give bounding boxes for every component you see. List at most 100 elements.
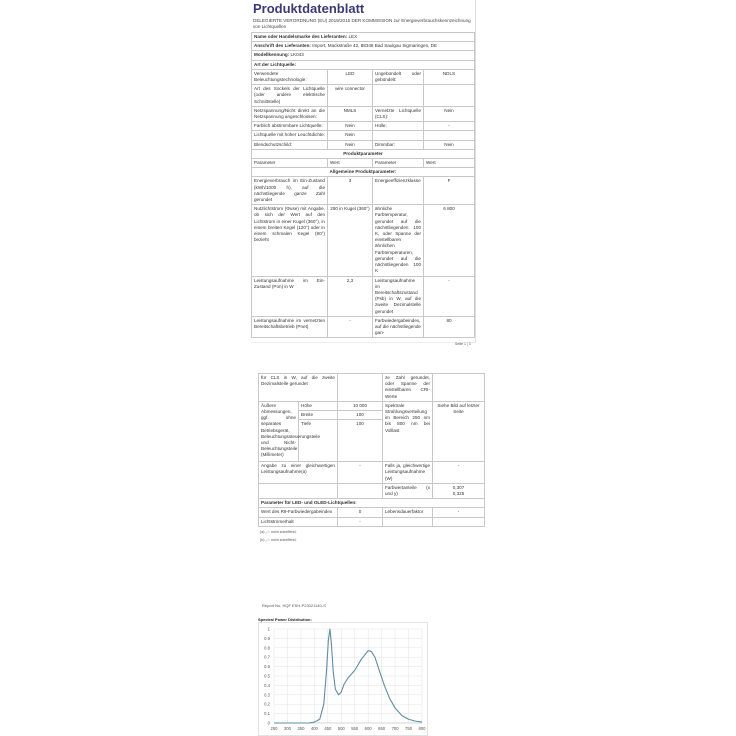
cell: 0,307 0,325 bbox=[432, 482, 485, 500]
cell: Wert des R9-Farbwiedergabeindex bbox=[258, 507, 338, 518]
product-table-continued: für CLS in W, auf die zweite Dezimalstel… bbox=[258, 373, 485, 527]
cell bbox=[382, 516, 433, 527]
column-header: Wert bbox=[327, 158, 373, 169]
column-header: Parameter bbox=[372, 158, 424, 169]
cell: ze Zahl gerundet, oder Spanne der einste… bbox=[382, 373, 433, 402]
cell: F bbox=[423, 176, 475, 206]
cell: NDLS bbox=[423, 68, 475, 86]
cell: Siehe Bild auf letzter Seite bbox=[432, 400, 485, 463]
cell: Breite bbox=[298, 410, 338, 421]
column-header: Parameter bbox=[251, 158, 328, 169]
y-tick-label: 0.4 bbox=[264, 683, 270, 688]
cell: Äußere Abmessungen, ggf. ohne separates … bbox=[258, 400, 320, 463]
cell: Spektrale Strahlungsverteilung im Bereic… bbox=[382, 400, 433, 463]
header-row: Parameter Wert Parameter Wert bbox=[251, 158, 475, 169]
footnote: (a) „-“: nicht zutreffend; bbox=[260, 529, 297, 534]
table-row: Farbwertanteile (x und y) 0,307 0,325 bbox=[258, 482, 485, 500]
y-tick-label: 0.3 bbox=[264, 692, 270, 697]
y-tick-label: 0.9 bbox=[264, 636, 270, 641]
table-row: Farblich abstimmbare Lichtquelle: Nein Hül… bbox=[251, 121, 475, 132]
cell: Dimmbar: bbox=[372, 139, 424, 150]
page-2: für CLS in W, auf die zweite Dezimalstel… bbox=[258, 373, 485, 548]
cell bbox=[258, 482, 338, 500]
cell: 0 bbox=[337, 507, 383, 518]
page-title: Produktdatenblatt bbox=[253, 1, 365, 16]
cell: ähnliche Farbtemperatur, gerundet auf di… bbox=[372, 204, 424, 277]
cell: Tiefe bbox=[298, 419, 338, 463]
cell: Vernetzte Lichtquelle (CLS): bbox=[372, 105, 424, 123]
supplier-value: LEX bbox=[348, 34, 358, 39]
cell: 3 bbox=[327, 176, 373, 206]
cell: NMLS bbox=[327, 105, 373, 123]
table-row: Verwendete Beleuchtungstechnologie: LED Un… bbox=[251, 68, 475, 86]
cell: Leistungsaufnahme im Ein-Zustand (Pon) i… bbox=[251, 275, 328, 317]
cell: Farbwertanteile (x und y) bbox=[382, 482, 433, 500]
cell: Art des Sockels der Lichtquelle (oder an… bbox=[251, 84, 328, 107]
spectrum-line bbox=[274, 628, 423, 724]
table-row: Angabe zu einer gleichwertigen Leistungs… bbox=[258, 461, 485, 484]
cell: Leistungsaufnahme im vernetzten Bereitsc… bbox=[251, 315, 328, 339]
cell: Nein bbox=[423, 105, 475, 123]
table-row: für CLS in W, auf die zweite Dezimalstel… bbox=[258, 373, 485, 402]
cell bbox=[423, 84, 475, 107]
x-tick-label: 650 bbox=[378, 726, 386, 731]
cell: Lichtstromerhalt bbox=[258, 516, 338, 527]
y-tick-label: 0.6 bbox=[264, 664, 270, 669]
x-tick-label: 250 bbox=[271, 726, 279, 731]
cell bbox=[372, 130, 424, 141]
cell: LED bbox=[327, 68, 373, 86]
x-tick-label: 450 bbox=[324, 726, 332, 731]
cell bbox=[423, 130, 475, 141]
cell: Ungebündelt oder gebündelt: bbox=[372, 68, 424, 86]
cell: - bbox=[337, 461, 383, 484]
cell: - bbox=[423, 275, 475, 317]
table-row: Leistungsaufnahme im Ein-Zustand (Pon) i… bbox=[251, 275, 475, 317]
cell: wire connector bbox=[327, 84, 373, 107]
model-value: LK043 bbox=[290, 52, 304, 58]
table-row: Blendschutzschild: Nein Dimmbar: Nein bbox=[251, 139, 475, 150]
x-tick-label: 600 bbox=[365, 726, 373, 731]
led-params-heading: Parameter für LED- und OLED-Lichtquellen… bbox=[258, 498, 485, 509]
column-header: Wert bbox=[423, 158, 475, 169]
footnote: (b) „-“: nicht zutreffend; bbox=[260, 537, 297, 542]
cell: Nein bbox=[327, 139, 373, 150]
spectral-chart: 0 0.1 0.2 0.3 0.4 0.5 0.6 0.7 0.8 0.9 1 250 300 350 40… bbox=[258, 622, 428, 736]
table-row: Leistungsaufnahme im vernetzten Bereitsc… bbox=[251, 315, 475, 339]
cell: Angabe zu einer gleichwertigen Leistungs… bbox=[258, 461, 338, 484]
y-tick-label: 0.5 bbox=[264, 674, 270, 679]
x-tick-label: 750 bbox=[405, 726, 413, 731]
cell: - bbox=[423, 121, 475, 132]
report-number: Report No. HQF ESH-P23021140-S bbox=[262, 603, 326, 608]
general-params-heading: Allgemeine Produktparameter: bbox=[251, 167, 475, 178]
x-tick-label: 800 bbox=[419, 726, 427, 731]
cell: Farblich abstimmbare Lichtquelle: bbox=[251, 121, 328, 132]
cell: - bbox=[337, 516, 383, 527]
product-table: Name oder Handelsmarke des Lieferanten: … bbox=[251, 31, 475, 339]
cell: Nein bbox=[423, 139, 475, 150]
y-tick-label: 0.1 bbox=[264, 711, 270, 716]
x-tick-label: 700 bbox=[392, 726, 400, 731]
cell: 80 bbox=[423, 315, 475, 339]
cell: Blendschutzschild: bbox=[251, 139, 328, 150]
address-label: Anschrift des Lieferanten: bbox=[254, 43, 311, 49]
page-1: Produktdatenblatt DELEGIERTE VERORDNUNG … bbox=[251, 0, 476, 343]
y-tick-label: 0.2 bbox=[264, 702, 270, 707]
table-row: Nutzlichtstrom (Φuse) mit Angabe, ob sic… bbox=[251, 204, 475, 277]
cell: - bbox=[432, 461, 485, 484]
cell: 10 000 bbox=[337, 400, 383, 412]
x-tick-label: 550 bbox=[351, 726, 359, 731]
chart-frame bbox=[258, 622, 428, 736]
table-row: Lichtstromerhalt - bbox=[258, 516, 485, 527]
cell bbox=[372, 84, 424, 107]
cell bbox=[337, 373, 383, 402]
cell bbox=[432, 516, 485, 527]
table-row: Tiefe 100 bbox=[259, 419, 485, 463]
cell: Lebensdauerfaktor bbox=[382, 507, 433, 518]
table-row: Energieverbrauch im Ein-Zustand (kWh/100… bbox=[251, 176, 475, 206]
cell bbox=[337, 482, 383, 500]
cell: - bbox=[432, 507, 485, 518]
x-tick-label: 350 bbox=[297, 726, 305, 731]
cell: Farbwiedergabeindex, auf die nächstliege… bbox=[372, 315, 424, 339]
y-tick-label: 0 bbox=[268, 721, 271, 726]
cell: Nein bbox=[327, 130, 373, 141]
